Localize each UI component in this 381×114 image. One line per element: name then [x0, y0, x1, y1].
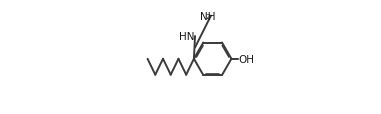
Text: 2: 2 [205, 14, 210, 20]
Text: OH: OH [239, 54, 255, 64]
Text: HN: HN [179, 32, 194, 42]
Text: NH: NH [200, 12, 215, 21]
